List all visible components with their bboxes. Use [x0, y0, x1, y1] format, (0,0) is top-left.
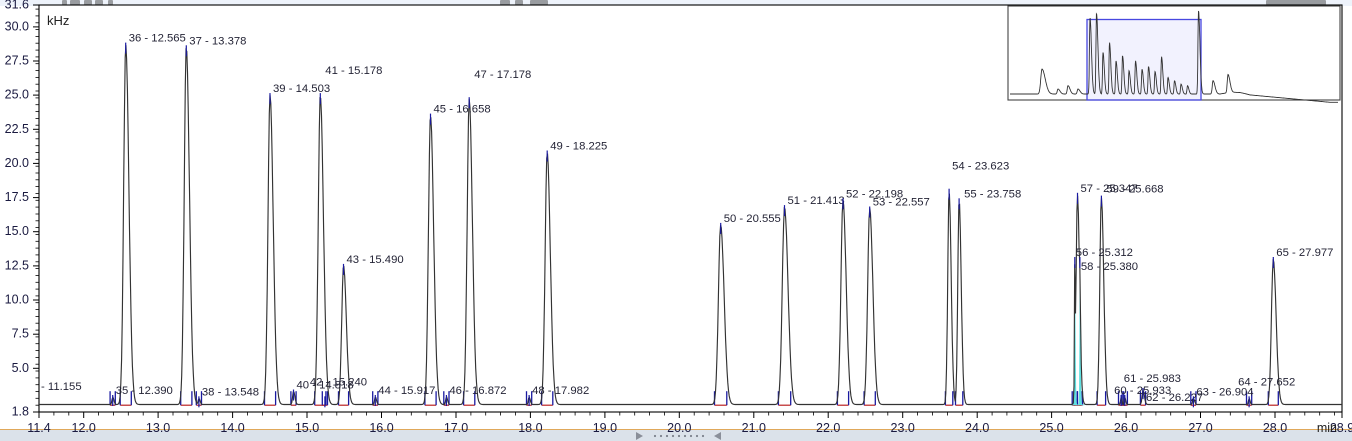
- svg-text:22.5: 22.5: [5, 122, 29, 136]
- svg-text:55 - 23.758: 55 - 23.758: [964, 188, 1021, 200]
- svg-text:25.0: 25.0: [5, 88, 29, 102]
- svg-text:19.0: 19.0: [593, 421, 617, 435]
- svg-text:21.0: 21.0: [742, 421, 766, 435]
- svg-text:39 - 14.503: 39 - 14.503: [273, 83, 330, 95]
- svg-text:47 - 17.178: 47 - 17.178: [474, 69, 531, 81]
- svg-text:48 - 17.982: 48 - 17.982: [532, 385, 589, 397]
- svg-text:30.0: 30.0: [5, 19, 29, 33]
- svg-text:27.5: 27.5: [5, 54, 29, 68]
- svg-text:46 - 16.872: 46 - 16.872: [449, 385, 506, 397]
- svg-text:61 - 25.983: 61 - 25.983: [1124, 373, 1181, 385]
- svg-text:17.5: 17.5: [5, 190, 29, 204]
- svg-text:56 - 25.312: 56 - 25.312: [1076, 247, 1133, 259]
- svg-text:28.0: 28.0: [1263, 421, 1287, 435]
- svg-text:42 - 15.240: 42 - 15.240: [310, 376, 367, 388]
- svg-text:62 - 26.227: 62 - 26.227: [1146, 392, 1203, 404]
- svg-text:5.0: 5.0: [12, 361, 29, 375]
- svg-text:65 - 27.977: 65 - 27.977: [1276, 247, 1333, 259]
- svg-text:45 - 16.658: 45 - 16.658: [434, 104, 491, 116]
- svg-text:10.0: 10.0: [5, 293, 29, 307]
- svg-text:7.5: 7.5: [12, 327, 29, 341]
- svg-text:15.0: 15.0: [5, 224, 29, 238]
- svg-text:44 - 15.917: 44 - 15.917: [378, 385, 435, 397]
- svg-text:49 - 18.225: 49 - 18.225: [550, 141, 607, 153]
- svg-text:17.0: 17.0: [444, 421, 468, 435]
- svg-text:35 - 12.390: 35 - 12.390: [116, 385, 173, 397]
- svg-text:15.0: 15.0: [295, 421, 319, 435]
- svg-text:kHz: kHz: [47, 13, 69, 28]
- svg-text:43 - 15.490: 43 - 15.490: [347, 254, 404, 266]
- svg-text:14.0: 14.0: [220, 421, 244, 435]
- svg-text:50 - 20.555: 50 - 20.555: [724, 213, 781, 225]
- svg-text:11.4: 11.4: [27, 421, 50, 435]
- svg-text:22.0: 22.0: [816, 421, 840, 435]
- svg-text:18.0: 18.0: [518, 421, 542, 435]
- svg-text:1.8: 1.8: [12, 405, 29, 419]
- svg-text:min: min: [1317, 421, 1337, 435]
- svg-text:31.6: 31.6: [5, 0, 29, 12]
- svg-text:27.0: 27.0: [1188, 421, 1212, 435]
- svg-text:23.0: 23.0: [891, 421, 915, 435]
- svg-text:53 - 22.557: 53 - 22.557: [873, 197, 930, 209]
- svg-text:25.0: 25.0: [1039, 421, 1063, 435]
- svg-text:38 - 13.548: 38 - 13.548: [202, 386, 259, 398]
- svg-text:41 - 15.178: 41 - 15.178: [325, 65, 382, 77]
- svg-text:37 - 13.378: 37 - 13.378: [189, 35, 246, 47]
- svg-text:58 - 25.380: 58 - 25.380: [1081, 261, 1138, 273]
- svg-text:13.0: 13.0: [146, 421, 170, 435]
- svg-text:- 11.155: - 11.155: [41, 381, 82, 393]
- svg-text:51 - 21.413: 51 - 21.413: [788, 195, 845, 207]
- svg-text:59 - 25.668: 59 - 25.668: [1106, 184, 1163, 196]
- svg-text:16.0: 16.0: [369, 421, 393, 435]
- svg-text:36 - 12.565: 36 - 12.565: [129, 33, 186, 45]
- svg-text:20.0: 20.0: [667, 421, 691, 435]
- svg-text:64 - 27.652: 64 - 27.652: [1238, 376, 1295, 388]
- svg-text:26.0: 26.0: [1114, 421, 1138, 435]
- svg-text:24.0: 24.0: [965, 421, 989, 435]
- svg-text:12.0: 12.0: [72, 421, 96, 435]
- svg-text:54 - 23.623: 54 - 23.623: [952, 161, 1009, 173]
- svg-text:20.0: 20.0: [5, 156, 29, 170]
- svg-text:12.5: 12.5: [5, 258, 29, 272]
